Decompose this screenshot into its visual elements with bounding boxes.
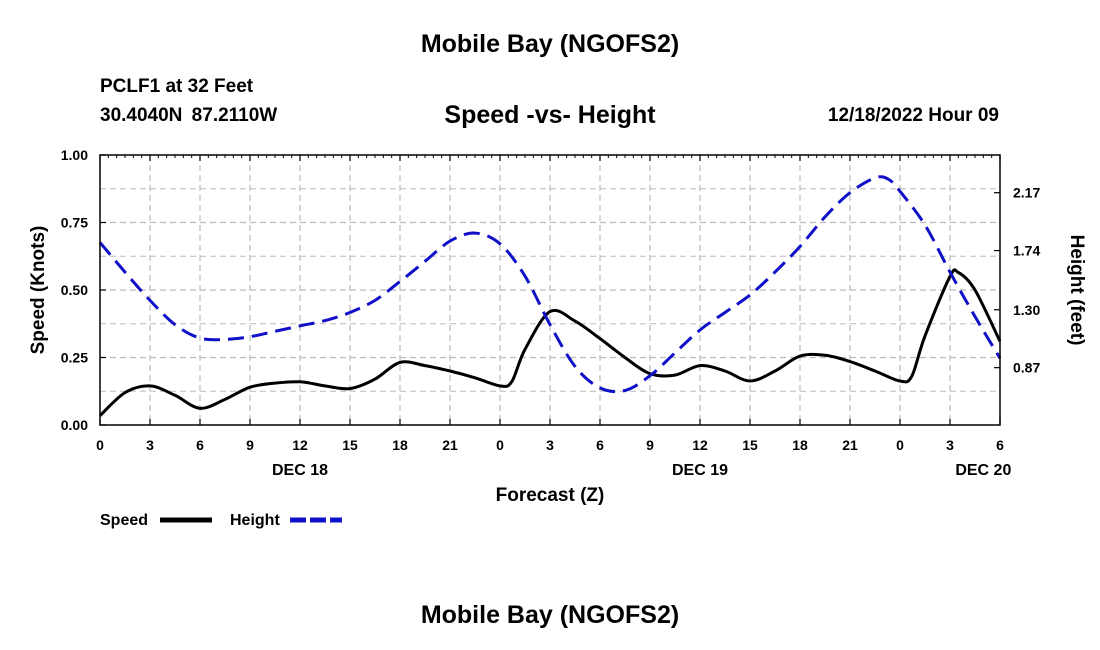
axes: 0 3 6 9 12 15 18 21 0 3 6 9 12 15 18 21 0 3 6 DEC 18 DEC 19 D… bbox=[28, 147, 1087, 506]
legend-height-label: Height bbox=[230, 512, 280, 529]
x-tick-label: 0 bbox=[96, 437, 104, 453]
x-tick-label: 15 bbox=[342, 437, 358, 453]
y2-tick-label: 0.87 bbox=[1013, 360, 1040, 376]
y2-tick-label: 2.17 bbox=[1013, 185, 1040, 201]
x-tick-label: 15 bbox=[742, 437, 758, 453]
x-tick-label: 18 bbox=[792, 437, 808, 453]
x-tick-label: 6 bbox=[196, 437, 204, 453]
x-tick-label: 3 bbox=[546, 437, 554, 453]
x-tick-label: 6 bbox=[596, 437, 604, 453]
x-tick-label: 9 bbox=[646, 437, 654, 453]
speed-height-chart: 0 3 6 9 12 15 18 21 0 3 6 9 12 15 18 21 0 3 6 DEC 18 DEC 19 D… bbox=[28, 147, 1087, 529]
x-axis-title: Forecast (Z) bbox=[496, 485, 605, 506]
date-label: DEC 18 bbox=[272, 462, 328, 479]
y2-tick-label: 1.30 bbox=[1013, 302, 1040, 318]
y2-tick-label: 1.74 bbox=[1013, 243, 1040, 259]
y-tick-label: 1.00 bbox=[61, 147, 88, 163]
x-tick-label: 3 bbox=[146, 437, 154, 453]
y-axis-title: Speed (Knots) bbox=[28, 226, 49, 355]
y-tick-label: 0.00 bbox=[61, 417, 88, 433]
speed-series-line bbox=[98, 268, 1002, 417]
x-tick-label: 0 bbox=[496, 437, 504, 453]
legend: Speed Height bbox=[100, 512, 342, 529]
x-tick-label: 12 bbox=[692, 437, 708, 453]
grid-lines bbox=[100, 155, 1000, 425]
y2-axis-title: Height (feet) bbox=[1066, 235, 1087, 346]
x-tick-label: 6 bbox=[996, 437, 1004, 453]
station-coordinates: 30.4040N 87.2110W bbox=[100, 105, 278, 126]
y-tick-label: 0.75 bbox=[61, 215, 88, 231]
date-label: DEC 20 bbox=[955, 462, 1011, 479]
station-label: PCLF1 at 32 Feet bbox=[100, 76, 254, 97]
x-tick-label: 9 bbox=[246, 437, 254, 453]
y-tick-label: 0.25 bbox=[61, 350, 88, 366]
x-tick-label: 12 bbox=[292, 437, 308, 453]
chart-subtitle: Speed -vs- Height bbox=[444, 101, 656, 129]
forecast-datetime: 12/18/2022 Hour 09 bbox=[827, 105, 999, 126]
x-tick-label: 21 bbox=[442, 437, 458, 453]
x-tick-label: 18 bbox=[392, 437, 408, 453]
main-title: Mobile Bay (NGOFS2) bbox=[420, 30, 680, 58]
bottom-title: Mobile Bay (NGOFS2) bbox=[420, 601, 680, 629]
x-tick-label: 3 bbox=[946, 437, 954, 453]
date-label: DEC 19 bbox=[672, 462, 728, 479]
series-lines bbox=[98, 175, 1002, 417]
y-tick-label: 0.50 bbox=[61, 282, 88, 298]
x-tick-label: 21 bbox=[842, 437, 858, 453]
legend-speed-label: Speed bbox=[100, 512, 148, 529]
x-tick-label: 0 bbox=[896, 437, 904, 453]
height-series-line bbox=[98, 175, 1002, 394]
